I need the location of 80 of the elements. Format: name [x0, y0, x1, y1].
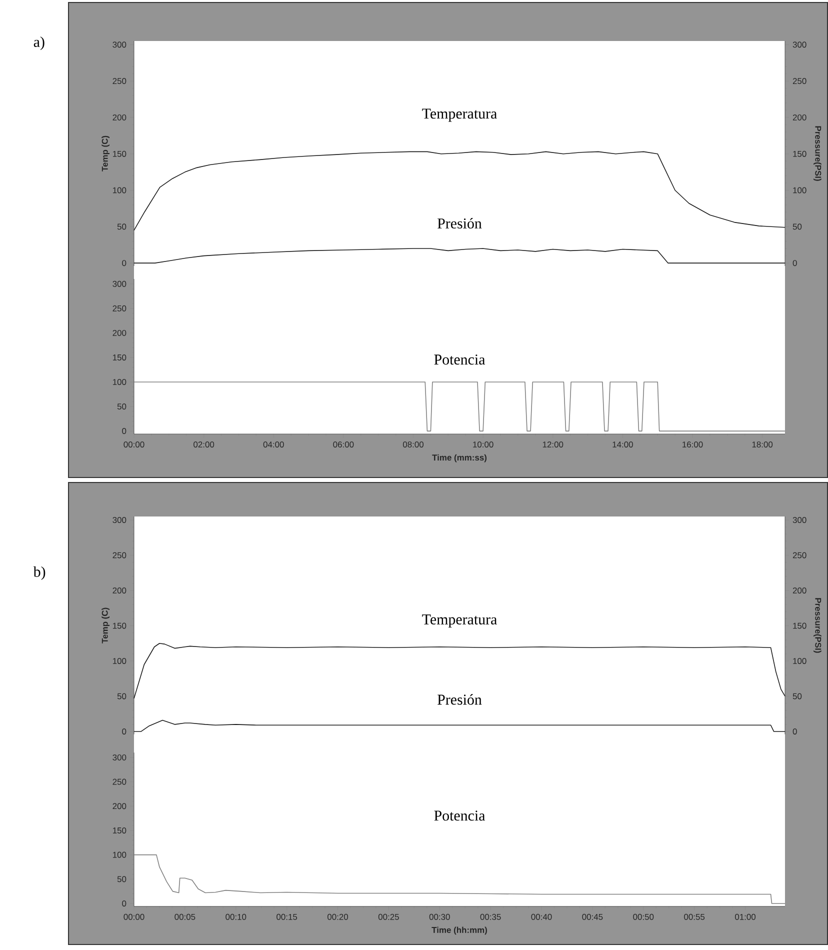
y-axis-title: Temp (C) — [102, 136, 110, 172]
y2-tick-label: 250 — [792, 552, 806, 558]
x-tick-label: 01:00 — [735, 914, 756, 920]
y-tick-label: 300 — [112, 280, 126, 287]
text: a) — [34, 36, 44, 50]
y2-tick-label: 200 — [792, 114, 806, 120]
y2-tick-label: 0 — [792, 728, 797, 734]
x-tick-label: 06:00 — [333, 442, 354, 448]
text: Temperatura — [422, 108, 497, 122]
x-tick-label: 00:55 — [684, 914, 705, 920]
y-tick-label: 0 — [122, 260, 126, 266]
y2-tick-label: 100 — [793, 187, 806, 194]
x-tick-label: 14:00 — [612, 442, 633, 448]
y-tick-label: 250 — [112, 78, 126, 84]
y-tick-label: 150 — [112, 150, 126, 157]
y2-tick-label: 150 — [793, 150, 806, 157]
y2-tick-label: 150 — [793, 622, 806, 629]
x-tick-label: 12:00 — [542, 442, 564, 448]
y-axis-title: Temp (C) — [102, 608, 110, 644]
y2-tick-label: 0 — [792, 260, 797, 266]
x-tick-label: 00:40 — [531, 914, 552, 920]
x-axis-title: Time (mm:ss) — [432, 454, 487, 462]
y-tick-label: 50 — [117, 693, 126, 700]
x-tick-label: 00:50 — [633, 914, 654, 920]
y2-tick-label: 50 — [792, 224, 802, 230]
y-tick-label: 50 — [117, 404, 126, 410]
y-tick-label: 50 — [117, 876, 126, 882]
x-tick-label: 00:35 — [480, 914, 501, 920]
y-tick-label: 100 — [112, 379, 126, 385]
y-tick-label: 200 — [112, 330, 126, 336]
y-tick-label: 200 — [112, 588, 126, 594]
y-tick-label: 0 — [122, 428, 126, 434]
y-tick-label: 100 — [112, 852, 126, 858]
y-tick-label: 0 — [122, 900, 126, 906]
x-tick-label: 00:25 — [378, 914, 399, 920]
y-tick-label: 0 — [122, 728, 126, 734]
series-label: Presión — [438, 218, 482, 228]
series-label: Potencia — [434, 354, 486, 365]
y2-tick-label: 200 — [792, 588, 806, 594]
x-tick-label: 10:00 — [473, 442, 494, 448]
x-tick-label: 00:30 — [429, 914, 450, 920]
x-tick-label: 08:00 — [402, 442, 424, 448]
x-tick-label: 00:10 — [226, 914, 246, 920]
y-tick-label: 100 — [112, 187, 126, 194]
y2-axis-title: Pressure(PSI) — [814, 126, 822, 181]
x-tick-label: 00:45 — [582, 914, 603, 920]
x-tick-label: 00:20 — [327, 914, 348, 920]
text: Potencia — [434, 810, 486, 821]
y-tick-label: 50 — [117, 224, 126, 230]
y-tick-label: 300 — [112, 42, 126, 48]
y2-axis-title: Pressure(PSI) — [814, 598, 822, 653]
text: b) — [33, 566, 46, 580]
series-label: Presión — [438, 694, 482, 705]
x-tick-label: 04:00 — [263, 442, 284, 448]
y-tick-label: 100 — [112, 658, 126, 664]
x-axis-title: Time (hh:mm) — [432, 926, 487, 935]
y-tick-label: 250 — [112, 305, 126, 312]
x-tick-label: 00:15 — [276, 914, 298, 920]
x-tick-label: 02:00 — [194, 442, 214, 448]
series-label: Temperatura — [422, 614, 497, 628]
x-tick-label: 16:00 — [682, 442, 703, 448]
y-tick-label: 150 — [112, 622, 126, 629]
y2-tick-label: 250 — [792, 78, 806, 84]
x-tick-label: 00:00 — [124, 442, 144, 448]
y-tick-label: 200 — [112, 803, 126, 810]
y-tick-label: 150 — [112, 354, 126, 360]
y-tick-label: 300 — [112, 517, 126, 524]
y-tick-label: 200 — [112, 114, 126, 120]
y-tick-label: 150 — [112, 827, 126, 834]
y-tick-label: 300 — [112, 754, 126, 760]
x-tick-label: 00:00 — [124, 914, 144, 920]
y2-tick-label: 300 — [792, 517, 806, 524]
x-tick-label: 18:00 — [752, 442, 773, 448]
line-series — [134, 151, 786, 231]
y-tick-label: 250 — [112, 778, 126, 785]
y2-tick-label: 100 — [793, 658, 806, 664]
x-tick-label: 00:05 — [174, 914, 196, 920]
y2-tick-label: 50 — [792, 693, 802, 700]
y2-tick-label: 300 — [792, 42, 806, 48]
y-tick-label: 250 — [112, 552, 126, 558]
